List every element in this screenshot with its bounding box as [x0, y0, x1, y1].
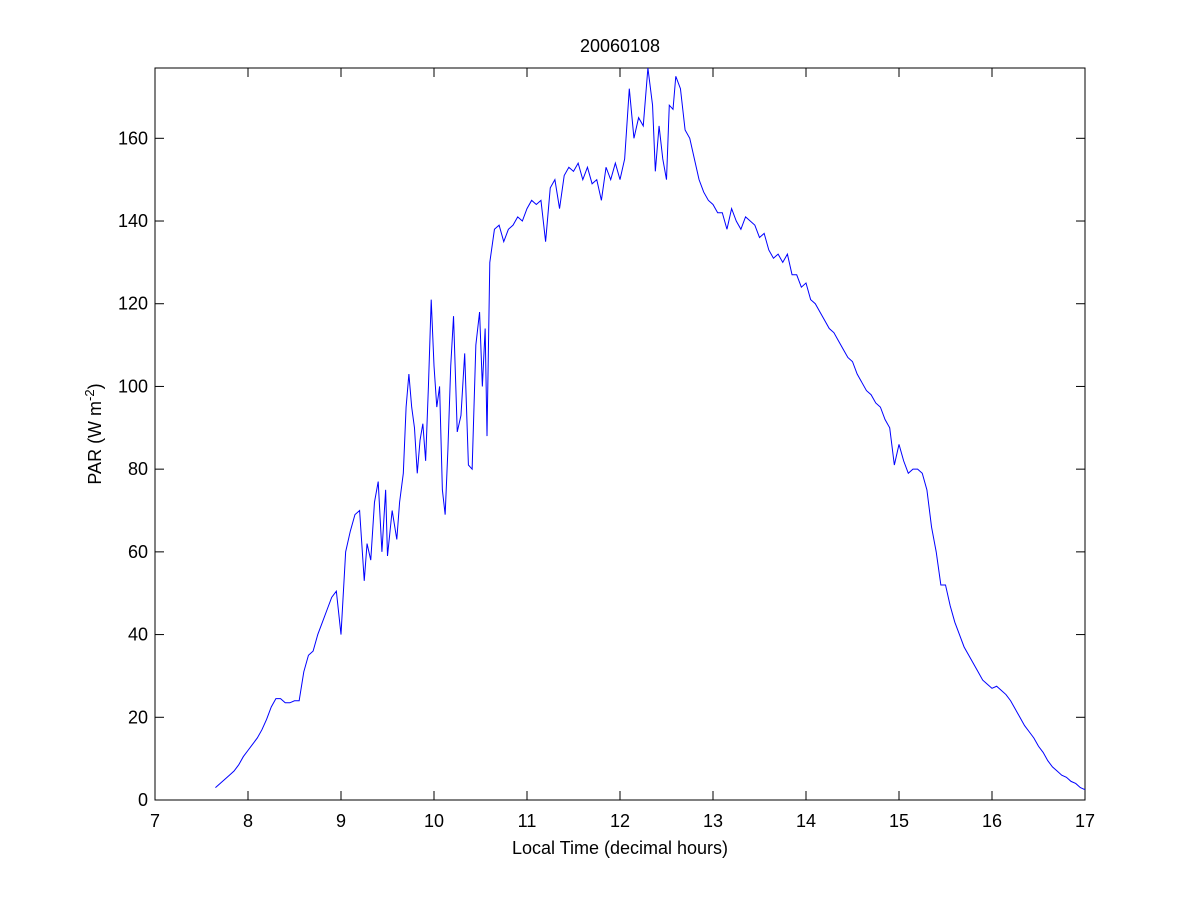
y-tick-label: 120: [118, 294, 148, 314]
x-tick-label: 13: [703, 811, 723, 831]
x-tick-label: 8: [243, 811, 253, 831]
data-line: [215, 67, 1086, 791]
chart-title: 20060108: [580, 36, 660, 56]
x-tick-label: 15: [889, 811, 909, 831]
y-label-text: PAR (W m: [85, 401, 105, 485]
x-axis-label: Local Time (decimal hours): [512, 838, 728, 858]
y-axis-label: PAR (W m-2): [82, 383, 105, 484]
x-tick-label: 10: [424, 811, 444, 831]
x-tick-label: 16: [982, 811, 1002, 831]
x-tick-label: 11: [518, 811, 537, 831]
x-tick-label: 12: [610, 811, 630, 831]
y-tick-label: 80: [128, 459, 148, 479]
y-label-superscript: -2: [82, 389, 97, 401]
y-label-text-end: ): [85, 383, 105, 389]
y-tick-label: 20: [128, 707, 148, 727]
y-tick-label: 40: [128, 625, 148, 645]
x-tick-label: 9: [336, 811, 346, 831]
x-tick-label: 17: [1075, 811, 1095, 831]
y-tick-label: 160: [118, 128, 148, 148]
x-tick-label: 7: [150, 811, 160, 831]
y-tick-label: 140: [118, 211, 148, 231]
y-tick-label: 0: [138, 790, 148, 810]
x-tick-label: 14: [796, 811, 816, 831]
y-tick-label: 60: [128, 542, 148, 562]
y-tick-label: 100: [118, 376, 148, 396]
